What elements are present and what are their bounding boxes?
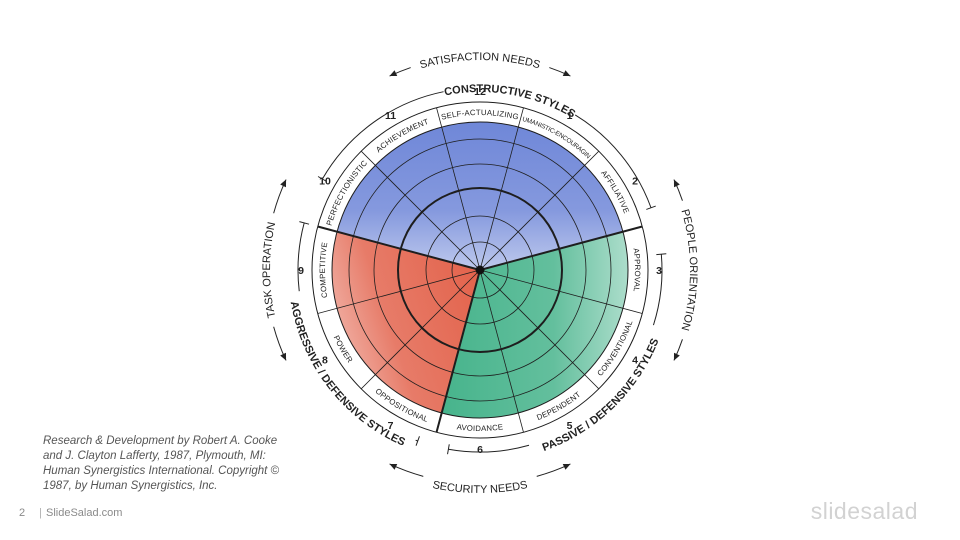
segment-number: 10 [319,176,331,188]
segment-label: APPROVAL [631,248,642,293]
grid-ring [451,241,509,299]
arc-end-tick [656,253,667,256]
segment-divider [435,269,481,433]
segment-divider [360,269,481,390]
dimension-label-left: TASK OPERATION [261,221,278,319]
grid-ring [425,215,535,325]
arc-end-tick [415,436,420,446]
label-band-inner [331,121,629,419]
segment-number: 7 [388,420,394,432]
footer: 2 | SlideSalad.com [19,507,123,519]
segment-number: 9 [298,265,304,277]
center-dot [475,265,485,275]
page-number: 2 [19,507,26,519]
group-arc [652,254,663,326]
footer-site-link[interactable]: SlideSalad.com [45,507,123,519]
arrowhead [673,179,680,188]
segment-label: COMPETITIVE [318,241,329,298]
segment-number: 3 [656,265,662,277]
arc-end-tick [299,221,310,225]
arrowhead [280,179,287,188]
segment-label: SELF-ACTUALIZING [440,108,519,122]
segment-divider [479,269,600,390]
arrowhead [562,70,571,77]
segment-number: 4 [632,355,638,367]
arrowhead [389,70,398,77]
group-arc [297,222,305,292]
segment-number: 2 [632,176,638,188]
segment-label: AVOIDANCE [456,422,504,433]
arrowhead [280,352,287,361]
segment-number: 8 [322,355,328,367]
segment-divider [479,150,600,271]
sector-constructive [337,121,623,271]
dimension-label-top: SATISFACTION NEEDS [419,51,542,71]
grid-ring [397,187,563,353]
segment-number: 11 [385,110,396,122]
segment-number: 12 [474,86,486,98]
segment-divider [317,269,481,314]
segment-number: 1 [567,110,573,122]
grid-ring [373,163,587,377]
arc-end-tick [447,444,450,455]
grid-ring [348,138,612,402]
group-arc [574,114,652,208]
segment-number: 6 [477,444,483,456]
arrowhead [673,352,680,361]
arc-end-tick [646,205,656,210]
arrowhead [562,463,571,470]
credit-note: Research & Development by Robert A. Cook… [43,435,280,492]
segment-divider [479,269,643,314]
segment-number: 5 [567,420,573,432]
group-arc [448,444,530,453]
dimension-label-right: PEOPLE ORIENTATION [679,208,700,332]
label-band-outer [311,101,649,439]
arc-end-tick [317,176,327,182]
segment-divider [479,225,643,271]
segment-divider [317,225,481,271]
segment-divider [436,107,481,271]
dimension-label-bottom: SECURITY NEEDS [432,479,529,496]
brand-logo: slidesalad [810,498,918,524]
segment-divider [479,269,524,433]
group-arc [321,91,444,180]
segment-divider [479,107,524,271]
segment-divider [360,150,481,271]
arrowhead [389,463,398,470]
